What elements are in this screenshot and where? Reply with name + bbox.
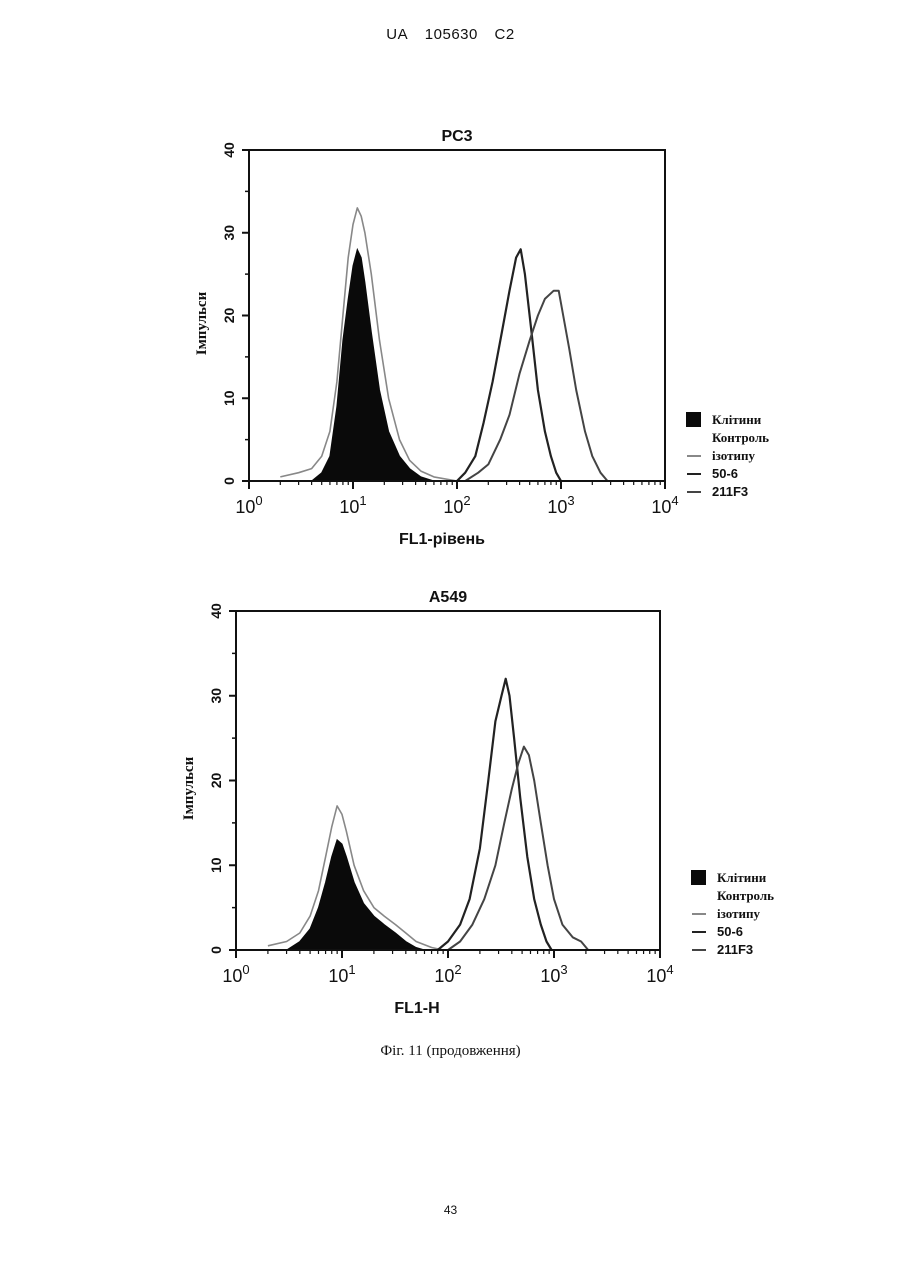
legend-label: ізотипу xyxy=(712,448,755,463)
legend-label: Контроль xyxy=(717,888,774,903)
legend-label: Клітини xyxy=(717,870,767,885)
chart-title: A549 xyxy=(429,589,467,606)
x-tick-label: 104 xyxy=(646,962,673,986)
series-line_a xyxy=(457,249,561,481)
x-tick-label: 102 xyxy=(434,962,461,986)
y-axis-label: Імпульси xyxy=(181,756,197,820)
plot-frame xyxy=(249,150,665,481)
series-filled xyxy=(287,840,425,950)
x-axis-label: FL1-рівень xyxy=(399,531,485,548)
chart-a549: A549 0 10 20 30 40 100 101 102 103 104 FL1-H Імпульс… xyxy=(181,589,774,1017)
legend-label: 50-6 xyxy=(717,924,743,939)
chart-pc3: PC3 0 10 20 30 40 100 101 102 103 104 FL1-рівень Імп… xyxy=(194,128,769,548)
x-tick-label: 103 xyxy=(547,493,574,517)
y-tick-label: 30 xyxy=(208,688,224,704)
page-number: 43 xyxy=(0,1203,901,1217)
chart-title: PC3 xyxy=(441,128,472,145)
legend-label: Клітини xyxy=(712,412,762,427)
x-tick-label: 100 xyxy=(222,962,249,986)
series-line_a xyxy=(438,679,552,950)
legend: Клітини Контроль ізотипу 50-6 211F3 xyxy=(686,412,769,499)
y-tick-label: 0 xyxy=(221,477,237,485)
y-tick-label: 20 xyxy=(208,773,224,789)
x-tick-label: 101 xyxy=(339,493,366,517)
legend-swatch-filled xyxy=(686,412,701,427)
x-tick-label: 103 xyxy=(540,962,567,986)
y-tick-label: 40 xyxy=(221,142,237,158)
y-tick-label: 0 xyxy=(208,946,224,954)
legend-label: ізотипу xyxy=(717,906,760,921)
x-tick-label: 100 xyxy=(235,493,262,517)
x-tick-label: 101 xyxy=(328,962,355,986)
legend-swatch-filled xyxy=(691,870,706,885)
legend: Клітини Контроль ізотипу 50-6 211F3 xyxy=(691,870,774,957)
legend-label: 50-6 xyxy=(712,466,738,481)
plot-frame xyxy=(236,611,660,950)
y-tick-label: 10 xyxy=(221,390,237,406)
y-tick-label: 10 xyxy=(208,857,224,873)
y-tick-label: 20 xyxy=(221,308,237,324)
legend-label: 211F3 xyxy=(712,484,748,499)
x-tick-label: 104 xyxy=(651,493,678,517)
legend-label: Контроль xyxy=(712,430,769,445)
figure-caption: Фіг. 11 (продовження) xyxy=(0,1043,901,1060)
legend-label: 211F3 xyxy=(717,942,753,957)
y-axis-label: Імпульси xyxy=(194,291,210,355)
x-tick-label: 102 xyxy=(443,493,470,517)
x-axis-label: FL1-H xyxy=(394,1000,439,1017)
y-tick-label: 40 xyxy=(208,603,224,619)
y-tick-label: 30 xyxy=(221,225,237,241)
